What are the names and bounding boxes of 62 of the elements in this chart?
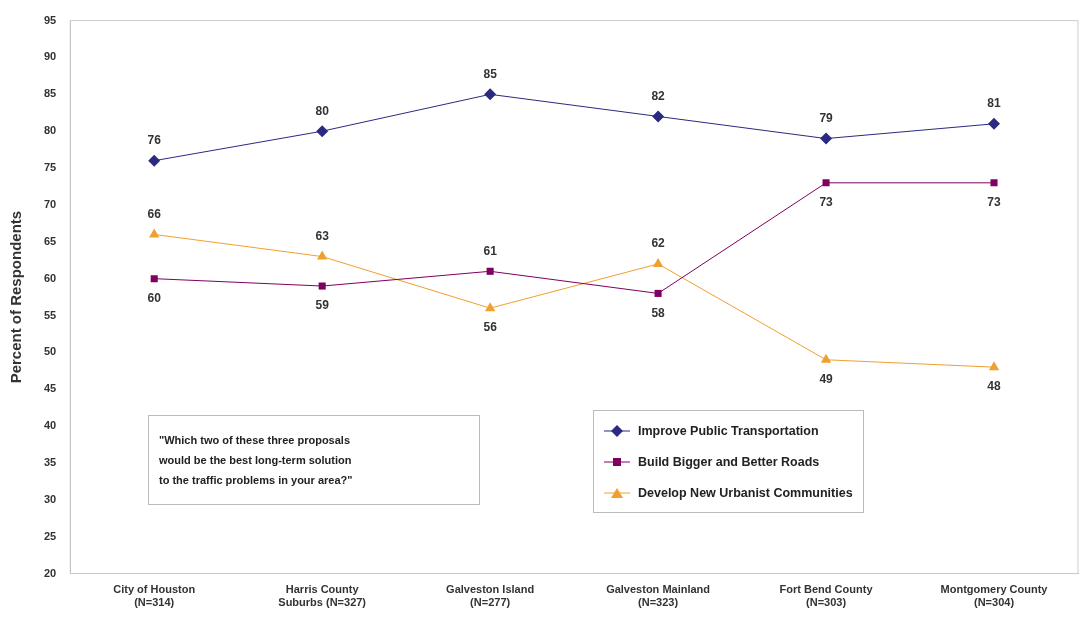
data-label: 49: [819, 372, 834, 387]
legend-label: Build Bigger and Better Roads: [638, 454, 820, 469]
y-tick-label: 45: [43, 382, 57, 395]
point: [988, 117, 1001, 130]
point: [318, 282, 326, 290]
x-tick-label: Galveston Mainland (N=323): [606, 583, 711, 609]
y-tick-label: 70: [43, 197, 57, 210]
x-tick-label: Harris County Suburbs (N=327): [278, 583, 367, 609]
data-label: 59: [315, 298, 330, 313]
data-label: 76: [147, 133, 162, 148]
x-tick-label: Galveston Island (N=277): [446, 583, 535, 609]
y-tick-label: 50: [43, 345, 57, 358]
y-tick-label: 95: [43, 13, 57, 26]
data-label: 61: [483, 243, 498, 258]
y-tick-label: 60: [43, 271, 57, 284]
point: [484, 88, 497, 101]
x-tick-label: Fort Bend County (N=303): [779, 583, 874, 609]
y-tick-label: 20: [43, 566, 57, 579]
point: [990, 179, 998, 187]
point: [822, 179, 830, 187]
legend-label: Improve Public Transportation: [638, 423, 819, 438]
y-tick-label: 30: [43, 492, 57, 505]
note-box: "Which two of these three proposals would be the best long-term solution to the traffic problems in your area?": [148, 415, 480, 505]
point: [150, 275, 158, 283]
legend-label: Develop New Urbanist Communities: [638, 485, 853, 500]
data-label: 62: [651, 236, 666, 251]
data-label: 85: [483, 66, 498, 81]
data-label: 48: [987, 379, 1002, 394]
data-label: 56: [483, 320, 498, 335]
data-label: 82: [651, 88, 666, 103]
point: [486, 267, 494, 275]
data-label: 58: [651, 305, 666, 320]
y-tick-label: 90: [43, 50, 57, 63]
data-label: 60: [147, 290, 162, 305]
data-label: 73: [987, 195, 1002, 210]
y-tick-label: 25: [43, 529, 57, 542]
y-tick-label: 55: [43, 308, 57, 321]
point: [820, 132, 833, 145]
point: [652, 110, 665, 123]
point: [652, 257, 664, 267]
point: [988, 361, 1000, 371]
y-tick-label: 85: [43, 87, 57, 100]
point: [316, 250, 328, 260]
y-tick-label: 65: [43, 234, 57, 247]
point: [316, 125, 329, 138]
point: [820, 353, 832, 363]
y-tick-label: 80: [43, 124, 57, 137]
x-tick-label: City of Houston (N=314): [113, 583, 196, 609]
x-tick-label: Montgomery County (N=304): [940, 583, 1049, 609]
point: [148, 154, 161, 167]
point: [484, 302, 496, 312]
data-label: 63: [315, 228, 330, 243]
data-label: 80: [315, 103, 330, 118]
y-tick-label: 35: [43, 456, 57, 469]
data-label: 79: [819, 110, 834, 125]
data-label: 81: [987, 96, 1002, 111]
y-tick-label: 75: [43, 161, 57, 174]
y-axis-title: Percent of Respondents: [7, 210, 25, 384]
data-label: 66: [147, 206, 162, 221]
y-tick-label: 40: [43, 419, 57, 432]
point: [654, 289, 662, 297]
data-label: 73: [819, 195, 834, 210]
